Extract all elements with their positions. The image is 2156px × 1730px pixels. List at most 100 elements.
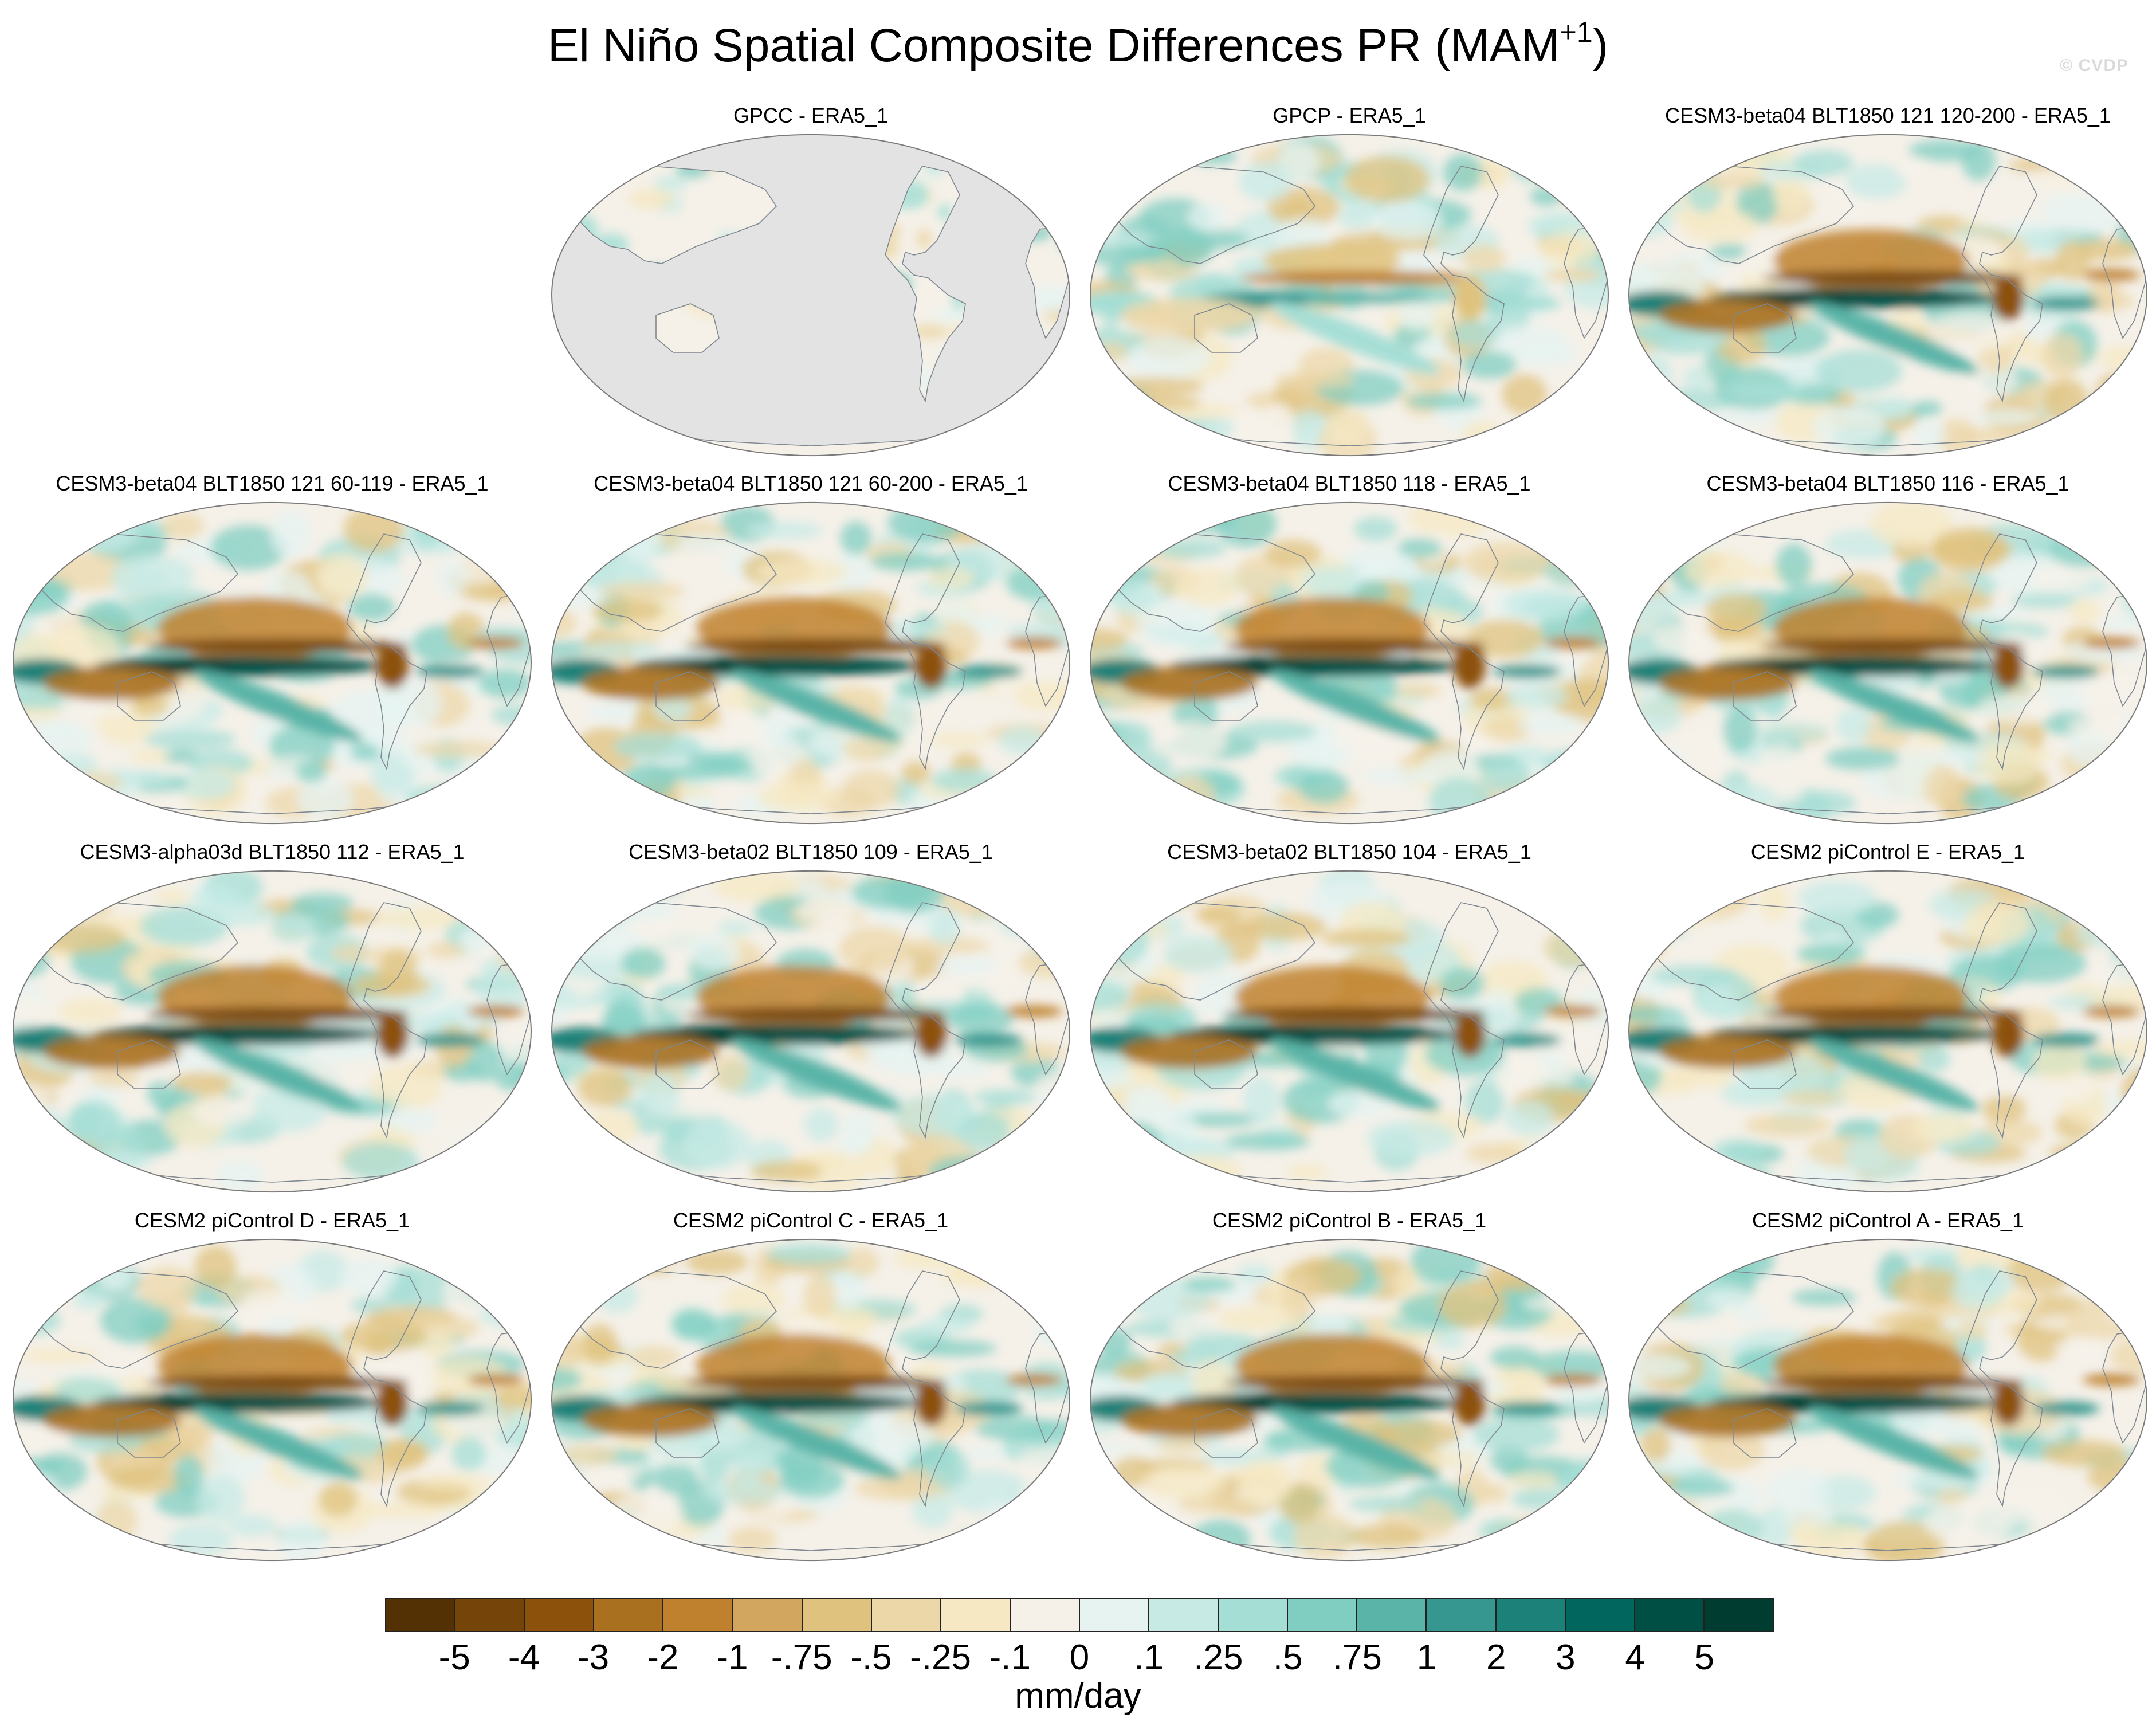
precip-anomaly-blob	[1628, 411, 1658, 437]
dry-anomaly-maritime-continent	[1659, 666, 1796, 700]
precip-anomaly-blob	[1570, 1495, 1608, 1533]
cvdp-watermark: © CVDP	[2060, 56, 2128, 75]
precip-anomaly-blob	[130, 697, 169, 716]
panel-title: CESM3-beta04 BLT1850 116 - ERA5_1	[1706, 472, 2069, 495]
precip-anomaly-blob	[2076, 406, 2124, 433]
precip-anomaly-blob	[1101, 874, 1156, 912]
precip-anomaly-blob	[1033, 554, 1070, 589]
precip-anomaly-blob	[842, 737, 889, 762]
precip-anomaly-blob	[508, 572, 531, 590]
precip-anomaly-blob	[1709, 244, 1750, 260]
precip-anomaly-blob	[547, 202, 566, 232]
dry-anomaly-maritime-continent	[43, 666, 180, 700]
precip-anomaly-blob	[1723, 383, 1806, 400]
colorbar-segment	[1704, 1599, 1773, 1631]
precip-anomaly-blob	[767, 1243, 851, 1265]
precip-anomaly-blob	[1348, 1496, 1426, 1512]
coastline-eurasia	[570, 902, 777, 1001]
coastline-greenland	[1532, 1256, 1579, 1289]
precip-anomaly-blob	[154, 889, 191, 904]
precip-anomaly-blob	[578, 194, 592, 213]
precip-anomaly-blob	[1699, 1429, 1765, 1470]
coastline-australia	[655, 671, 720, 721]
map-panel-cesm3-beta04-121-60-119: CESM3-beta04 BLT1850 121 60-119 - ERA5_1	[9, 471, 536, 849]
precip-anomaly-blob	[854, 1476, 940, 1500]
precip-anomaly-blob	[1032, 401, 1070, 414]
precip-anomaly-blob	[1421, 1450, 1483, 1467]
map-gpcc	[547, 134, 1071, 456]
precip-anomaly-blob	[1937, 1485, 1966, 1505]
precip-anomaly-blob	[460, 1508, 531, 1541]
precip-anomaly-blob	[1930, 527, 2009, 572]
precip-anomaly-blob	[1018, 1478, 1063, 1518]
dry-anomaly-itcz	[1240, 271, 1470, 285]
precip-anomaly-blob	[447, 1414, 507, 1434]
precip-anomaly-blob	[1556, 1382, 1604, 1403]
precip-anomaly-blob	[1238, 1459, 1294, 1505]
precip-anomaly-blob	[280, 1520, 325, 1561]
precip-anomaly-blob	[296, 760, 327, 783]
precip-anomaly-blob	[1694, 1002, 1782, 1018]
wet-anomaly-spcz	[1808, 1038, 1979, 1111]
precip-anomaly-blob	[1122, 1138, 1168, 1171]
precip-anomaly-blob	[1337, 207, 1377, 230]
colorbar-tick-label: -.75	[771, 1638, 832, 1677]
precip-anomaly-blob	[414, 740, 502, 758]
precip-anomaly-blob	[639, 1073, 680, 1117]
precip-anomaly-blob	[653, 176, 688, 191]
map-panel-cesm3-alpha03d-112: CESM3-alpha03d BLT1850 112 - ERA5_1	[9, 839, 536, 1218]
precip-anomaly-blob	[1286, 1164, 1328, 1180]
dry-anomaly-south-america	[1454, 643, 1486, 689]
map-panel-gpcc: GPCC - ERA5_1	[547, 103, 1074, 481]
dry-anomaly-itcz	[146, 1376, 410, 1390]
precip-anomaly-blob	[1706, 1289, 1752, 1309]
precip-anomaly-blob	[1628, 1117, 1673, 1147]
precip-anomaly-blob	[682, 1120, 752, 1169]
precip-anomaly-blob	[69, 1149, 100, 1169]
precip-anomaly-blob	[2114, 147, 2147, 171]
precip-anomaly-blob	[1527, 1244, 1574, 1289]
precip-anomaly-blob	[1490, 1346, 1540, 1370]
colorbar-units-label: mm/day	[1015, 1676, 1141, 1716]
precip-anomaly-blob	[1192, 1359, 1236, 1406]
dry-anomaly-south-america	[1454, 1380, 1486, 1426]
precip-anomaly-blob	[459, 927, 494, 952]
precip-anomaly-blob	[325, 1433, 390, 1457]
precip-anomaly-blob	[885, 695, 914, 738]
precip-anomaly-blob	[174, 1454, 205, 1497]
coastline-australia	[117, 1408, 181, 1458]
precip-anomaly-blob	[483, 1283, 531, 1311]
precip-anomaly-blob	[722, 707, 764, 749]
map-cesm3-beta04-116	[1628, 502, 2148, 824]
dry-anomaly-itcz	[1223, 1007, 1487, 1021]
precip-anomaly-blob	[1142, 1465, 1227, 1500]
precip-anomaly-blob	[1050, 152, 1070, 176]
precip-anomaly-blob	[614, 732, 702, 761]
precip-anomaly-blob	[1505, 1100, 1555, 1136]
precip-anomaly-blob	[1090, 980, 1129, 1010]
precip-anomaly-blob	[1896, 156, 1933, 181]
map-cesm3-beta02-109	[551, 870, 1071, 1192]
colorbar-tick-label: .75	[1332, 1638, 1382, 1677]
precip-anomaly-blob	[1758, 882, 1789, 921]
precip-anomaly-blob	[1657, 523, 1713, 540]
colorbar-tick-label: 0	[1069, 1638, 1090, 1677]
precip-anomaly-blob	[1976, 695, 2056, 725]
precip-anomaly-blob	[13, 880, 76, 906]
precip-anomaly-blob	[1479, 1519, 1526, 1543]
colorbar-segment	[871, 1599, 941, 1631]
precip-anomaly-blob	[688, 933, 741, 970]
precip-anomaly-blob	[433, 1116, 491, 1152]
precip-anomaly-blob	[1308, 1313, 1352, 1340]
precip-anomaly-blob	[1020, 910, 1070, 929]
precip-anomaly-blob	[2092, 1519, 2147, 1561]
precip-anomaly-blob	[1472, 1417, 1560, 1452]
precip-anomaly-blob	[1628, 1278, 1662, 1324]
precip-anomaly-blob	[849, 1419, 935, 1456]
precip-anomaly-blob	[1503, 1253, 1574, 1269]
precip-anomaly-blob	[2077, 238, 2139, 261]
precip-anomaly-blob	[979, 784, 1055, 799]
precip-anomaly-blob	[927, 567, 975, 589]
precip-anomaly-blob	[1443, 154, 1483, 191]
precip-anomaly-blob	[1736, 180, 1779, 225]
